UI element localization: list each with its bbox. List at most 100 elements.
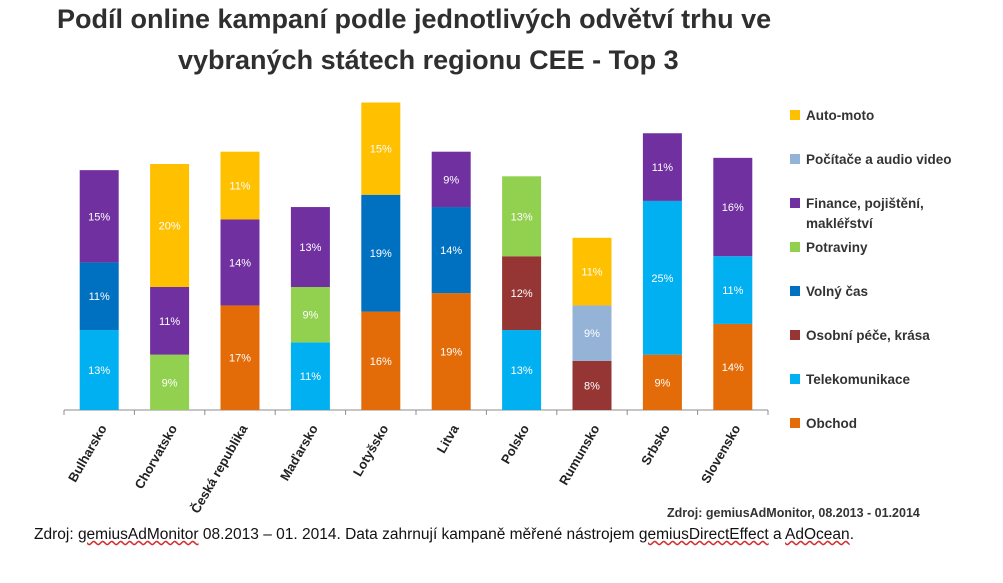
data-label: 13%	[88, 365, 110, 377]
bar-segment	[642, 354, 682, 410]
category-label: Rumunsko	[556, 422, 603, 488]
legend-swatch	[790, 110, 800, 120]
legend-label: Auto-moto	[806, 108, 875, 123]
bar-segment	[290, 342, 330, 410]
category-label: Chorvatsko	[131, 422, 180, 491]
data-label: 9%	[162, 377, 178, 389]
legend-label: Volný čas	[806, 284, 869, 299]
legend-swatch	[790, 154, 800, 164]
bar-segment	[713, 323, 753, 410]
category-label: Litva	[434, 421, 463, 455]
legend-swatch	[790, 330, 800, 340]
data-label: 25%	[651, 273, 673, 285]
legend-label: Obchod	[806, 416, 857, 431]
bar-segment	[572, 237, 612, 306]
bar-segment	[150, 287, 190, 355]
legend-item: Finance, pojištění, makléřství	[790, 194, 986, 234]
bar-segment	[79, 330, 119, 410]
bar-segment	[431, 151, 471, 208]
bar-segment	[361, 311, 401, 410]
data-label: 11%	[229, 181, 250, 193]
legend-item: Obchod	[790, 414, 986, 434]
legend-label: Telekomunikace	[806, 372, 911, 387]
data-label: 11%	[722, 285, 743, 297]
data-label: 14%	[440, 245, 462, 257]
legend-item: Volný čas	[790, 282, 986, 302]
legend-label: Potraviny	[806, 240, 868, 255]
legend-item: Telekomunikace	[790, 370, 986, 390]
data-label: 8%	[584, 380, 600, 392]
legend-swatch	[790, 374, 800, 384]
bar-segment	[290, 207, 330, 287]
footnote-part: Zdroj:	[34, 526, 78, 543]
legend-item: Osobní péče, krása	[790, 326, 986, 346]
data-label: 11%	[300, 371, 321, 383]
footnote-part: a	[768, 526, 786, 543]
data-label: 19%	[440, 347, 462, 359]
bar-segment	[361, 102, 401, 195]
bar-segment	[431, 207, 471, 294]
bar-segment	[572, 360, 612, 410]
data-label: 14%	[229, 257, 251, 269]
category-label: Bulharsko	[65, 422, 110, 485]
data-label: 17%	[229, 353, 251, 365]
footnote-part: gemiusAdMonitor	[77, 526, 199, 543]
bar-segment	[220, 305, 260, 410]
data-label: 9%	[302, 310, 318, 322]
bar-segment	[502, 330, 542, 410]
data-label: 15%	[88, 211, 110, 223]
footnote-part: AdOcean	[785, 526, 850, 543]
data-label: 9%	[584, 328, 600, 340]
footnote: Zdroj: gemiusAdMonitor 08.2013 – 01. 201…	[34, 525, 914, 545]
data-label: 13%	[299, 242, 321, 254]
legend-label: Počítače a audio video	[806, 152, 952, 167]
legend-label: Finance, pojištění, makléřství	[806, 196, 924, 231]
footnote-part: .	[849, 526, 854, 543]
bar-segment	[502, 176, 542, 257]
bar-segment	[220, 151, 260, 220]
bar-segment	[290, 287, 330, 343]
data-label: 11%	[581, 267, 602, 279]
data-label: 12%	[511, 288, 533, 300]
chart-source-note: Zdroj: gemiusAdMonitor, 08.2013 - 01.201…	[667, 506, 920, 520]
data-label: 9%	[443, 174, 459, 186]
bar-segment	[713, 157, 753, 257]
footnote-part: gemiusDirectEffect	[638, 526, 769, 543]
bar-segment	[713, 256, 753, 324]
category-label: Slovensko	[698, 422, 744, 486]
data-label: 16%	[370, 356, 392, 368]
data-label: 20%	[159, 221, 181, 233]
category-label: Česká republika	[188, 421, 251, 516]
category-label: Lotyšsko	[350, 422, 392, 479]
legend-item: Počítače a audio video	[790, 150, 986, 170]
footnote-part: 08.2013 – 01. 2014. Data zahrnují kampan…	[198, 526, 639, 543]
bar-segment	[572, 305, 612, 361]
legend-swatch	[790, 242, 800, 252]
chart-title-line-2: vybraných státech regionu CEE - Top 3	[178, 45, 679, 75]
bar-segment	[642, 200, 682, 355]
data-label: 16%	[722, 202, 744, 214]
category-label: Srbsko	[638, 422, 673, 468]
data-label: 19%	[370, 248, 392, 260]
legend-item: Potraviny	[790, 238, 986, 258]
data-label: 11%	[159, 316, 180, 328]
bar-segment	[220, 219, 260, 306]
category-label: Polsko	[498, 422, 532, 466]
bar-segment	[502, 256, 542, 331]
legend-swatch	[790, 286, 800, 296]
data-label: 14%	[722, 362, 744, 374]
chart-title-line-1: Podíl online kampaní podle jednotlivých …	[57, 4, 772, 34]
bar-segment	[150, 164, 190, 287]
data-label: 11%	[89, 291, 110, 303]
bar-segment	[361, 194, 401, 312]
bar-segment	[642, 133, 682, 201]
legend-swatch	[790, 198, 800, 208]
bar-segment	[431, 293, 471, 410]
data-label: 13%	[511, 211, 533, 223]
bar-segment	[150, 354, 190, 410]
data-label: 15%	[370, 144, 392, 156]
legend-label: Osobní péče, krása	[806, 328, 930, 343]
legend-swatch	[790, 418, 800, 428]
bar-segment	[79, 262, 119, 331]
